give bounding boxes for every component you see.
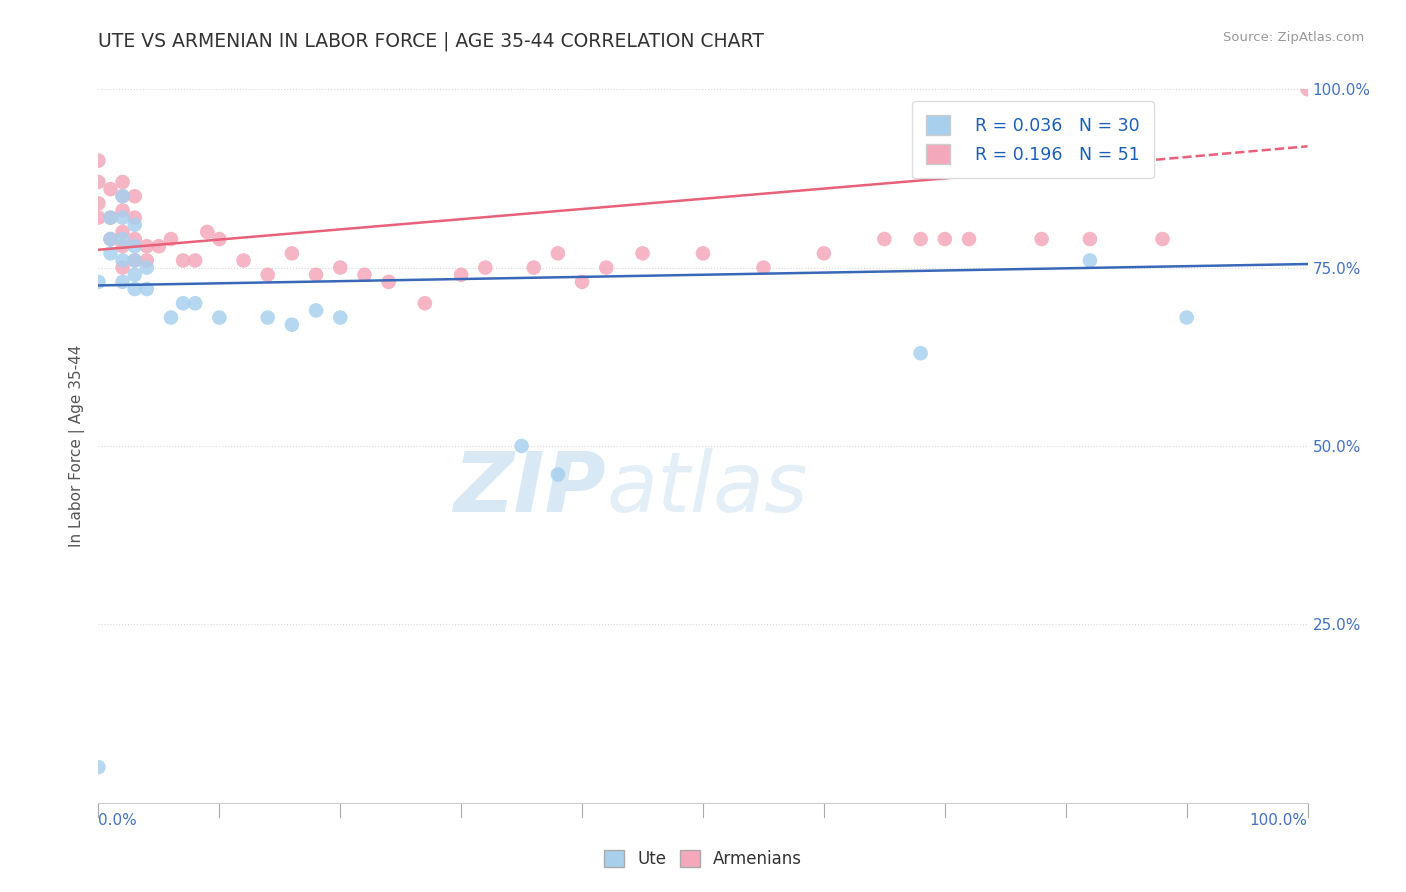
Point: [910, 346, 932, 360]
Point: [124, 253, 146, 268]
Legend: Ute, Armenians: Ute, Armenians: [596, 842, 810, 877]
Point: [752, 260, 775, 275]
Point: [474, 260, 496, 275]
Text: Source: ZipAtlas.com: Source: ZipAtlas.com: [1223, 31, 1364, 45]
Point: [510, 439, 533, 453]
Point: [111, 189, 134, 203]
Point: [111, 239, 134, 253]
Point: [111, 253, 134, 268]
Point: [111, 189, 134, 203]
Point: [1296, 82, 1319, 96]
Point: [87, 196, 110, 211]
Point: [813, 246, 835, 260]
Point: [450, 268, 472, 282]
Point: [523, 260, 546, 275]
Point: [873, 232, 896, 246]
Point: [87, 211, 110, 225]
Point: [232, 253, 254, 268]
Point: [957, 232, 980, 246]
Point: [100, 211, 122, 225]
Text: ZIP: ZIP: [454, 449, 606, 529]
Point: [124, 282, 146, 296]
Text: atlas: atlas: [606, 449, 808, 529]
Point: [1031, 232, 1053, 246]
Point: [305, 303, 328, 318]
Text: 0.0%: 0.0%: [98, 814, 138, 828]
Point: [281, 246, 304, 260]
Text: UTE VS ARMENIAN IN LABOR FORCE | AGE 35-44 CORRELATION CHART: UTE VS ARMENIAN IN LABOR FORCE | AGE 35-…: [98, 31, 765, 51]
Point: [160, 232, 183, 246]
Point: [595, 260, 617, 275]
Point: [111, 211, 134, 225]
Point: [910, 232, 932, 246]
Point: [160, 310, 183, 325]
Point: [353, 268, 375, 282]
Point: [111, 203, 134, 218]
Point: [631, 246, 654, 260]
Point: [111, 260, 134, 275]
Point: [124, 239, 146, 253]
Point: [124, 211, 146, 225]
Point: [184, 253, 207, 268]
Point: [111, 175, 134, 189]
Point: [100, 211, 122, 225]
Point: [135, 253, 157, 268]
Point: [208, 310, 231, 325]
Point: [135, 282, 157, 296]
Point: [329, 260, 352, 275]
Point: [208, 232, 231, 246]
Point: [1175, 310, 1198, 325]
Point: [87, 175, 110, 189]
Point: [172, 296, 194, 310]
Point: [329, 310, 352, 325]
Point: [305, 268, 328, 282]
Point: [547, 246, 569, 260]
Point: [111, 232, 134, 246]
Point: [111, 225, 134, 239]
Point: [692, 246, 714, 260]
Point: [547, 467, 569, 482]
Point: [100, 246, 122, 260]
Point: [100, 182, 122, 196]
Point: [87, 153, 110, 168]
Point: [124, 189, 146, 203]
Point: [148, 239, 170, 253]
Point: [100, 232, 122, 246]
Point: [100, 232, 122, 246]
Point: [124, 218, 146, 232]
Point: [135, 239, 157, 253]
Point: [124, 232, 146, 246]
Point: [111, 275, 134, 289]
Point: [413, 296, 436, 310]
Point: [571, 275, 593, 289]
Point: [184, 296, 207, 310]
Point: [256, 310, 278, 325]
Point: [195, 225, 218, 239]
Point: [124, 253, 146, 268]
Y-axis label: In Labor Force | Age 35-44: In Labor Force | Age 35-44: [69, 345, 84, 547]
Point: [377, 275, 399, 289]
Point: [256, 268, 278, 282]
Point: [87, 275, 110, 289]
Point: [172, 253, 194, 268]
Point: [1078, 253, 1101, 268]
Point: [1152, 232, 1174, 246]
Point: [934, 232, 956, 246]
Point: [124, 268, 146, 282]
Text: 100.0%: 100.0%: [1250, 814, 1308, 828]
Point: [87, 760, 110, 774]
Point: [1078, 232, 1101, 246]
Point: [281, 318, 304, 332]
Point: [135, 260, 157, 275]
